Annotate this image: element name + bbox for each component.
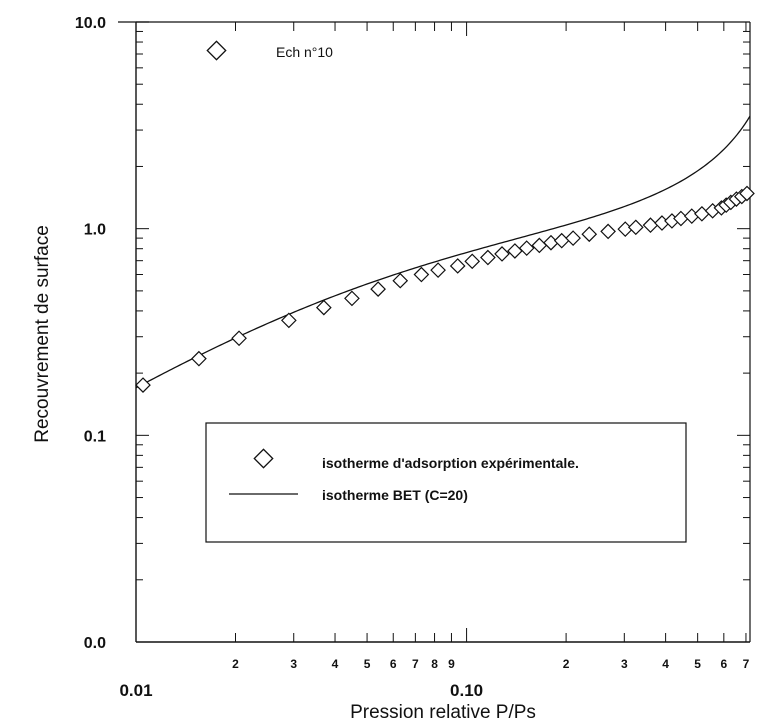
data-point-diamond <box>392 272 409 289</box>
y-tick-label: 0.0 <box>84 635 106 652</box>
data-point-diamond <box>135 377 151 393</box>
axis-ticks <box>118 21 750 643</box>
data-point-diamond <box>507 243 523 259</box>
sample-diamond-marker <box>206 40 227 61</box>
data-point-diamond <box>600 223 616 240</box>
data-point-diamond <box>231 330 247 347</box>
legend-box <box>205 422 687 543</box>
legend-diamond-marker <box>253 448 274 469</box>
data-point-diamond <box>449 258 466 274</box>
x-minor-tick-label: 9 <box>448 657 455 671</box>
x-minor-tick-label: 3 <box>621 657 628 671</box>
data-point-diamond <box>642 217 659 233</box>
tick-labels: 10.01.00.10.00.01 0.102 3 4 5 6 7 8 9 2 3 4 5 6 7 <box>75 15 750 700</box>
x-minor-tick-label: 8 <box>431 657 438 671</box>
data-point-diamond <box>370 281 386 297</box>
data-point-diamond <box>553 232 570 249</box>
legend: isotherme d'adsorption expérimentale. is… <box>205 422 687 543</box>
x-minor-tick-label: 6 <box>390 657 397 671</box>
x-minor-tick-label: 3 <box>290 657 297 671</box>
x-minor-tick-label: 4 <box>332 657 339 671</box>
y-tick-label: 1.0 <box>84 222 106 239</box>
x-minor-tick-label: 5 <box>694 657 701 671</box>
x-minor-tick-label: 6 <box>720 657 727 671</box>
data-point-diamond <box>494 246 510 262</box>
x-minor-tick-label: 4 <box>662 657 669 671</box>
x-minor-tick-label: 2 <box>232 657 239 671</box>
x-minor-tick-label: 7 <box>412 657 419 671</box>
data-point-diamond <box>565 230 581 246</box>
y-tick-label: 10.0 <box>75 15 106 32</box>
plot-series <box>135 115 755 393</box>
data-point-diamond <box>518 240 535 256</box>
data-point-diamond <box>464 253 481 270</box>
y-axis-label: Recouvrement de surface <box>32 225 53 443</box>
data-point-diamond <box>413 266 430 283</box>
data-point-diamond <box>430 262 446 278</box>
sample-annotation: Ech n°10 <box>206 40 333 61</box>
data-point-diamond <box>543 234 559 251</box>
x-minor-tick-label: 2 <box>563 657 570 671</box>
data-point-diamond <box>191 350 207 367</box>
x-minor-tick-label: 7 <box>743 657 750 671</box>
data-point-diamond <box>739 185 755 202</box>
x-major-tick-label: 0.10 <box>450 681 483 700</box>
sample-label: Ech n°10 <box>276 44 333 60</box>
x-axis-label: Pression relative P/Ps <box>350 702 536 723</box>
data-point-diamond <box>480 249 496 266</box>
data-point-diamond <box>315 299 332 316</box>
data-point-diamond <box>581 226 598 243</box>
legend-bet-label: isotherme BET (C=20) <box>322 487 468 503</box>
data-point-diamond <box>531 237 548 254</box>
legend-experimental-label: isotherme d'adsorption expérimentale. <box>322 455 579 471</box>
data-point-diamond <box>281 312 297 329</box>
plot-frame <box>135 21 751 643</box>
data-point-diamond <box>344 290 360 307</box>
x-minor-tick-label: 5 <box>364 657 371 671</box>
y-tick-label: 0.1 <box>84 428 106 445</box>
x-major-tick-label: 0.01 <box>119 681 152 700</box>
bet-isotherm-line <box>135 115 751 389</box>
data-point-diamond <box>627 219 644 236</box>
